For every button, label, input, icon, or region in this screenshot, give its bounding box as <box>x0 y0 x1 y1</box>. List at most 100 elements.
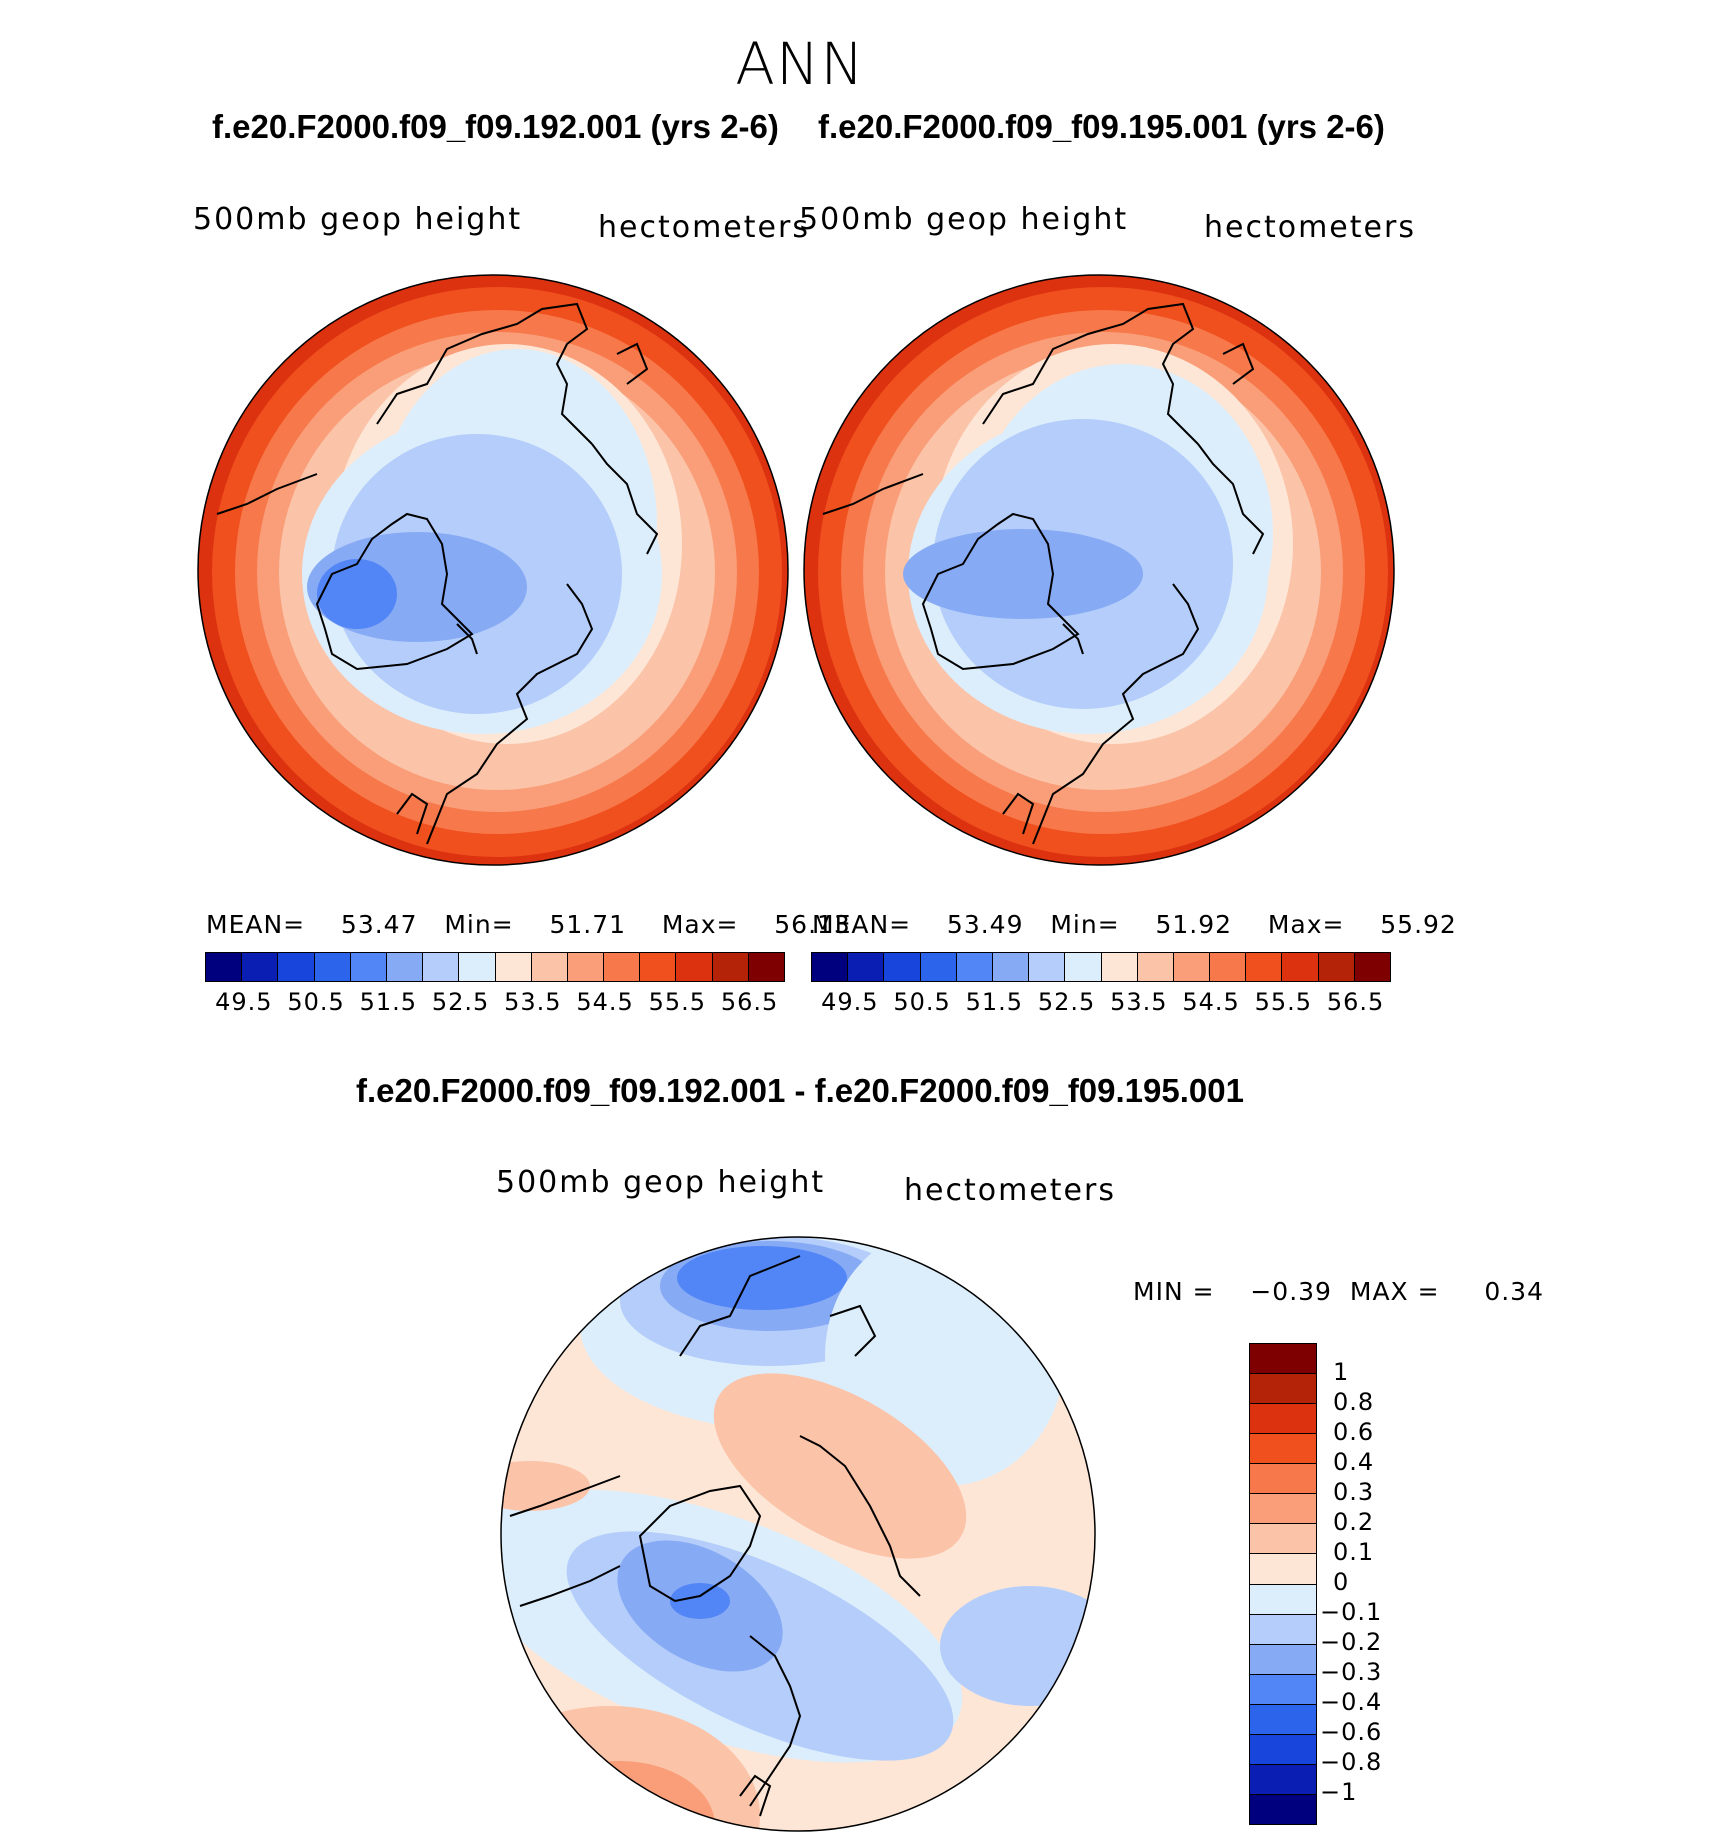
max-value: 55.92 <box>1380 910 1457 939</box>
page-title: ANN <box>735 30 865 98</box>
colorbar-swatch <box>1250 1404 1316 1435</box>
mean-value: 53.47 <box>340 910 418 939</box>
colorbar-swatch <box>1250 1524 1316 1555</box>
polar-map-right <box>803 274 1395 866</box>
colorbar-swatch <box>812 953 849 981</box>
stats-left: MEAN= 53.47 Min= 51.71 Max= 56.13 <box>206 910 851 939</box>
colorbar-tick-label: 0.8 <box>1333 1388 1375 1416</box>
colorbar-tick-label: 52.5 <box>431 988 490 1016</box>
min-label: Min= <box>444 910 514 939</box>
colorbar-swatch <box>1250 1584 1316 1615</box>
colorbar-swatch <box>1101 953 1138 981</box>
colorbar-tick-label: 54.5 <box>576 988 634 1016</box>
colorbar-swatch <box>1250 1734 1316 1765</box>
coastlines-difference <box>509 1255 921 1817</box>
colorbar-swatch <box>1246 953 1283 981</box>
colorbar-swatch <box>1250 1344 1316 1375</box>
colorbar-tick-label: 55.5 <box>648 988 707 1016</box>
map-border-right <box>803 274 1395 866</box>
variable-label-right: 500mb geop height <box>799 202 1129 237</box>
max-value: 0.34 <box>1484 1277 1544 1306</box>
min-value: 51.92 <box>1155 910 1233 939</box>
colorbar-swatch <box>1318 953 1355 981</box>
colorbar-swatch <box>1029 953 1066 981</box>
colorbar-tick-label: −0.8 <box>1320 1748 1383 1776</box>
difference-title: f.e20.F2000.f09_f09.192.001 - f.e20.F200… <box>356 1072 1244 1109</box>
case-title-left: f.e20.F2000.f09_f09.192.001 (yrs 2-6) <box>212 108 779 145</box>
mean-label: MEAN= <box>206 910 306 939</box>
colorbar-swatch <box>1250 1644 1316 1675</box>
colorbar-tick-label: 0.1 <box>1333 1538 1375 1566</box>
colorbar-swatch <box>206 953 243 981</box>
min-label: Min= <box>1050 910 1120 939</box>
units-label-right: hectometers <box>1204 210 1416 245</box>
colorbar-swatch <box>1354 953 1390 981</box>
colorbar-swatch <box>748 953 784 981</box>
colorbar-swatch <box>350 953 387 981</box>
stats-right: MEAN= 53.49 Min= 51.92 Max= 55.92 <box>812 910 1457 939</box>
coastlines-left <box>216 302 659 845</box>
colorbar-swatch <box>495 953 532 981</box>
map-border-difference <box>500 1236 1096 1832</box>
max-label: MAX = <box>1349 1277 1440 1306</box>
case-title-right: f.e20.F2000.f09_f09.195.001 (yrs 2-6) <box>818 108 1385 145</box>
colorbar-swatch <box>459 953 496 981</box>
colorbar-swatch <box>1282 953 1319 981</box>
polar-map-difference <box>500 1236 1096 1832</box>
colorbar-difference <box>1249 1343 1317 1825</box>
colorbar-swatch <box>567 953 605 981</box>
colorbar-swatch <box>884 953 921 981</box>
colorbar-swatch <box>278 953 315 981</box>
max-label: Max= <box>661 910 739 939</box>
colorbar-swatch <box>676 953 713 981</box>
variable-label-left: 500mb geop height <box>193 202 523 237</box>
colorbar-tick-label: −0.4 <box>1320 1688 1383 1716</box>
max-label: Max= <box>1267 910 1345 939</box>
colorbar-swatch <box>992 953 1030 981</box>
colorbar-swatch <box>1250 1614 1316 1645</box>
colorbar-swatch <box>1250 1464 1316 1495</box>
colorbar-tick-label: 52.5 <box>1037 988 1096 1016</box>
colorbar-swatch <box>1210 953 1247 981</box>
colorbar-swatch <box>1173 953 1211 981</box>
variable-label-diff: 500mb geop height <box>496 1165 826 1200</box>
max-value: 56.13 <box>774 910 851 939</box>
colorbar-tick-label: 1 <box>1333 1358 1350 1386</box>
colorbar-tick-label: −0.2 <box>1320 1628 1383 1656</box>
colorbar-swatch <box>1250 1494 1316 1525</box>
colorbar-tick-label: 49.5 <box>215 988 273 1016</box>
colorbar-swatch <box>314 953 351 981</box>
mean-value: 53.49 <box>946 910 1024 939</box>
units-label-left: hectometers <box>598 210 810 245</box>
colorbar-tick-label: 0 <box>1333 1568 1350 1596</box>
colorbar-tick-label: 49.5 <box>821 988 879 1016</box>
colorbar-swatch <box>848 953 885 981</box>
min-value: −0.39 <box>1250 1277 1332 1306</box>
mean-label: MEAN= <box>812 910 912 939</box>
colorbar-tick-label: 53.5 <box>1110 988 1168 1016</box>
coastlines-right <box>822 302 1265 845</box>
colorbar-tick-label: −1 <box>1320 1778 1358 1806</box>
colorbar-tick-label: 50.5 <box>893 988 951 1016</box>
colorbar-swatch <box>1250 1434 1316 1465</box>
colorbar-swatch <box>1250 1764 1316 1795</box>
polar-map-left <box>197 274 789 866</box>
colorbar-tick-label: 56.5 <box>720 988 779 1016</box>
difference-stats: MIN = −0.39 MAX = 0.34 <box>1133 1277 1544 1306</box>
colorbar-left <box>205 952 785 982</box>
colorbar-tick-label: 53.5 <box>504 988 562 1016</box>
min-label: MIN = <box>1133 1277 1215 1306</box>
colorbar-swatch <box>1250 1704 1316 1735</box>
colorbar-swatch <box>1250 1794 1316 1824</box>
colorbar-swatch <box>640 953 677 981</box>
colorbar-swatch <box>423 953 460 981</box>
colorbar-tick-label: 56.5 <box>1326 988 1385 1016</box>
colorbar-tick-label: 51.5 <box>965 988 1024 1016</box>
difference-contours <box>501 1237 1095 1831</box>
height-contours-right <box>804 275 1394 865</box>
colorbar-tick-label: 0.3 <box>1333 1478 1375 1506</box>
colorbar-swatch <box>1137 953 1174 981</box>
colorbar-swatch <box>1250 1374 1316 1405</box>
colorbar-swatch <box>531 953 568 981</box>
colorbar-swatch <box>1065 953 1102 981</box>
